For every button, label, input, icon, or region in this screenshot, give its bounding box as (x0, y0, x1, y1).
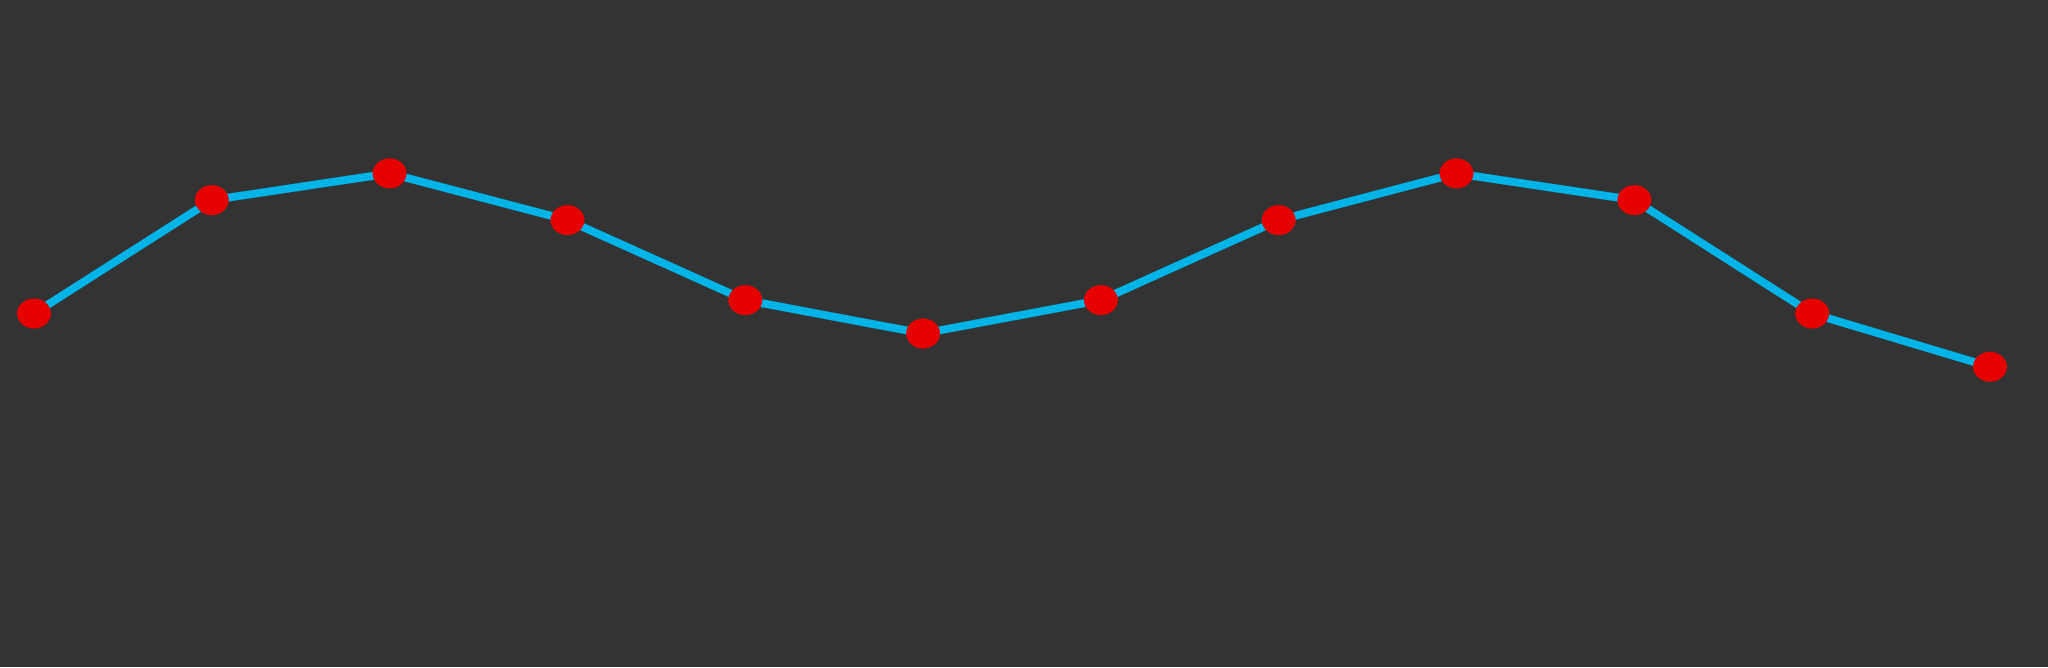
data-point-marker (906, 318, 941, 349)
data-point-marker (194, 185, 229, 216)
data-point-marker (728, 285, 763, 316)
data-point-marker (1261, 205, 1296, 236)
data-point-marker (1973, 351, 2007, 382)
data-point-marker (1617, 185, 1652, 216)
data-point-marker (1439, 158, 1474, 189)
series-layer (31, 169, 1992, 371)
marker-layer (17, 158, 2007, 382)
data-point-marker (1083, 285, 1118, 316)
data-point-marker (550, 205, 585, 236)
data-point-marker (372, 158, 407, 189)
data-point-marker (1795, 298, 1830, 329)
series-line (31, 169, 1992, 371)
data-point-marker (17, 298, 51, 329)
